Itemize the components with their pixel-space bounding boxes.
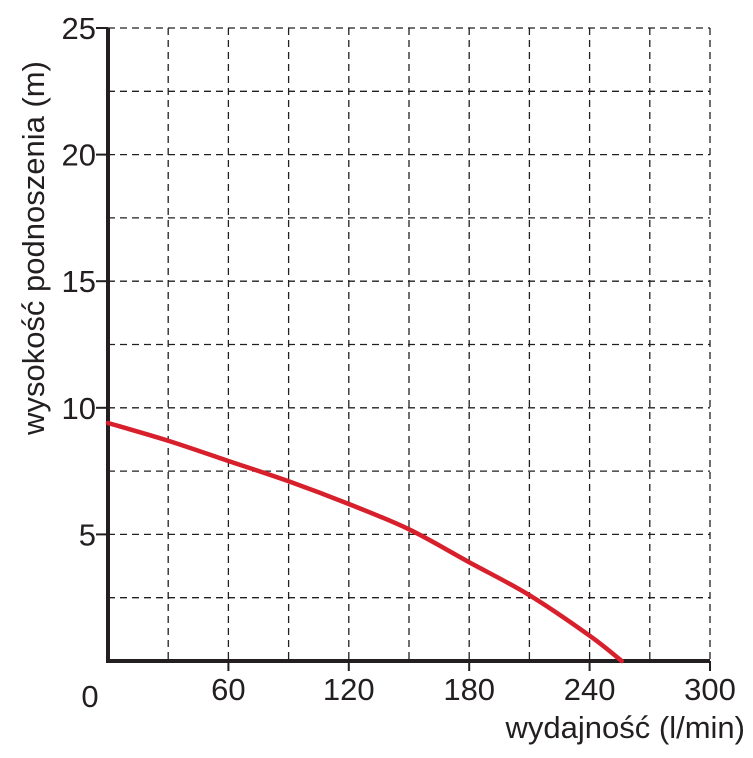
- performance-curve: [105, 420, 624, 664]
- y-tick-label: 20: [62, 138, 96, 173]
- axes: [96, 27, 711, 671]
- grid-lines: [108, 27, 711, 661]
- x-tick-label: 60: [211, 672, 245, 707]
- y-axis-label: wysokość podnoszenia (m): [16, 61, 51, 436]
- tick-labels: 5 10 15 20 25 0 60 120 180 240 300: [62, 11, 736, 714]
- x-tick-label: 300: [684, 672, 736, 707]
- x-tick-label: 240: [564, 672, 616, 707]
- x-axis-label: wydajność (l/min): [505, 710, 745, 745]
- x-tick-label: 180: [443, 672, 495, 707]
- series-layer: [105, 420, 624, 664]
- x-tick-label: 120: [323, 672, 375, 707]
- y-tick-label: 5: [79, 517, 96, 552]
- x-tick-label: 0: [81, 679, 98, 714]
- y-tick-label: 25: [62, 11, 96, 46]
- y-tick-label: 15: [62, 264, 96, 299]
- y-tick-label: 10: [62, 391, 96, 426]
